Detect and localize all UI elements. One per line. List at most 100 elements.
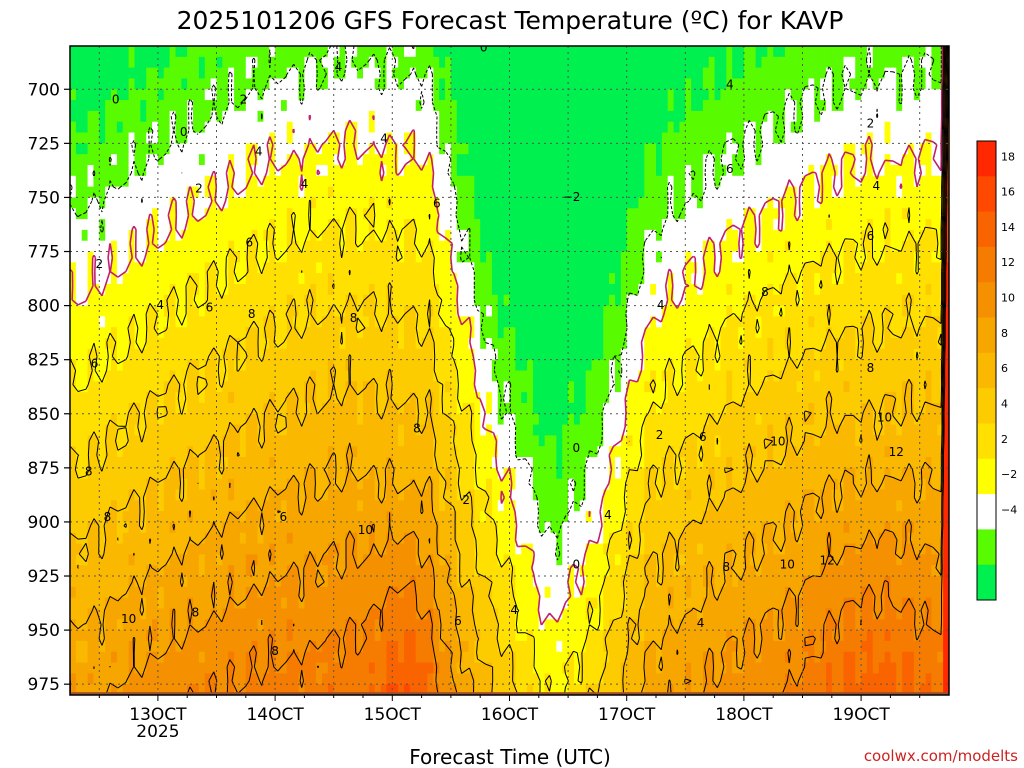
field-cell: [280, 132, 288, 144]
field-cell: [234, 121, 241, 134]
field-cell: [304, 521, 311, 534]
field-cell: [175, 543, 182, 555]
field-cell: [474, 89, 481, 101]
field-cell: [462, 554, 470, 566]
field-cell: [81, 219, 89, 231]
field-cell: [275, 565, 282, 577]
field-cell: [304, 554, 311, 566]
field-cell: [245, 348, 253, 361]
field-cell: [204, 478, 212, 491]
field-cell: [450, 219, 458, 231]
field-cell: [515, 89, 522, 101]
field-cell: [345, 164, 352, 177]
field-cell: [497, 305, 505, 318]
field-cell: [228, 273, 235, 285]
field-cell: [427, 543, 434, 555]
field-cell: [122, 511, 130, 523]
field-cell: [310, 532, 317, 545]
field-cell: [521, 359, 528, 372]
field-cell: [468, 381, 475, 393]
field-cell: [99, 370, 106, 382]
field-cell: [333, 684, 341, 695]
field-cell: [439, 240, 446, 253]
field-cell: [187, 46, 194, 58]
field-cell: [509, 478, 516, 491]
field-cell: [532, 186, 540, 199]
field-cell: [544, 46, 552, 58]
field-cell: [146, 511, 153, 523]
field-cell: [527, 56, 534, 69]
field-cell: [544, 392, 552, 404]
field-cell: [486, 197, 493, 209]
field-cell: [187, 554, 194, 566]
field-cell: [468, 478, 475, 491]
field-cell: [445, 532, 452, 545]
field-cell: [181, 630, 188, 642]
field-cell: [486, 435, 493, 447]
field-cell: [105, 673, 112, 685]
field-cell: [468, 154, 475, 166]
field-cell: [146, 359, 153, 372]
field-cell: [245, 478, 253, 491]
field-cell: [427, 370, 434, 382]
field-cell: [521, 521, 528, 534]
field-cell: [368, 305, 376, 318]
field-cell: [128, 651, 136, 664]
field-cell: [228, 359, 235, 372]
field-cell: [480, 164, 487, 177]
field-cell: [456, 446, 464, 458]
field-cell: [210, 608, 218, 620]
field-cell: [433, 424, 440, 436]
field-cell: [216, 511, 223, 523]
field-cell: [527, 294, 534, 307]
field-cell: [491, 576, 499, 588]
field-cell: [421, 543, 429, 555]
field-cell: [462, 586, 470, 599]
field-cell: [116, 370, 124, 382]
field-cell: [193, 576, 200, 588]
field-cell: [152, 100, 159, 112]
field-cell: [134, 424, 141, 436]
field-cell: [134, 370, 141, 382]
field-cell: [386, 381, 393, 393]
field-cell: [140, 316, 147, 328]
field-cell: [439, 500, 446, 512]
field-cell: [333, 608, 341, 620]
field-cell: [550, 413, 557, 426]
field-cell: [515, 532, 522, 545]
field-cell: [538, 630, 546, 642]
field-cell: [140, 78, 147, 90]
field-cell: [292, 543, 300, 555]
field-cell: [480, 586, 487, 599]
field-cell: [146, 662, 153, 674]
field-cell: [386, 56, 393, 69]
field-cell: [181, 489, 188, 501]
field-cell: [398, 262, 405, 274]
field-cell: [550, 457, 557, 469]
field-cell: [345, 305, 352, 318]
field-cell: [380, 381, 388, 393]
field-cell: [81, 197, 89, 209]
field-cell: [193, 100, 200, 112]
field-cell: [105, 164, 112, 177]
field-cell: [70, 208, 77, 220]
field-cell: [339, 532, 347, 545]
field-cell: [152, 511, 159, 523]
field-cell: [556, 78, 563, 90]
field-cell: [134, 338, 141, 350]
field-cell: [474, 673, 481, 685]
field-cell: [181, 662, 188, 674]
field-cell: [468, 467, 475, 480]
field-cell: [468, 56, 475, 69]
field-cell: [198, 197, 206, 209]
field-cell: [245, 327, 253, 339]
field-cell: [497, 402, 505, 415]
field-cell: [380, 554, 388, 566]
field-cell: [409, 175, 417, 188]
field-cell: [532, 67, 540, 80]
field-cell: [409, 673, 417, 685]
field-cell: [87, 175, 95, 188]
field-cell: [509, 640, 516, 653]
field-cell: [363, 457, 370, 469]
field-cell: [204, 597, 212, 610]
